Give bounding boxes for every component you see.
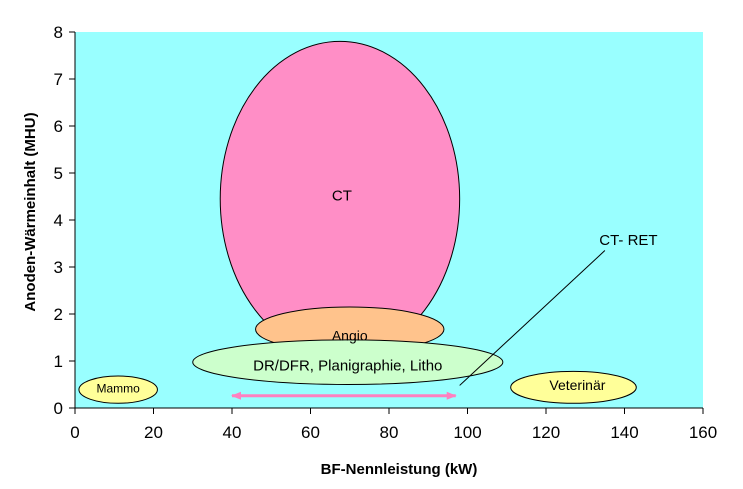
axes [69, 31, 704, 414]
region-angio-label: Angio [332, 327, 368, 343]
y-tick-label: 8 [54, 23, 63, 42]
y-tick-label: 0 [54, 399, 63, 418]
x-tick-label: 80 [380, 423, 399, 442]
x-tick-label: 100 [453, 423, 481, 442]
x-tick-label: 0 [70, 423, 79, 442]
region-mammo-ellipse [78, 375, 158, 404]
y-tick-label: 7 [54, 70, 63, 89]
region-veterin-r-label: Veterinär [549, 377, 605, 393]
x-axis-title: BF-Nennleistung (kW) [321, 461, 478, 478]
region-ct-label: CT [332, 187, 352, 204]
y-tick-label: 4 [54, 211, 63, 230]
y-axis-title: Anoden-Wärmeinhalt (MHU) [22, 112, 39, 311]
x-tick-label: 140 [610, 423, 638, 442]
y-tick-label: 1 [54, 352, 63, 371]
x-tick-label: 60 [301, 423, 320, 442]
region-veterin-r-ellipse [510, 370, 637, 404]
x-tick-label: 20 [144, 423, 163, 442]
annotation-ct-ret-leader-line [459, 250, 606, 386]
y-tick-label: 6 [54, 117, 63, 136]
region-dr-dfr-planigraphie-litho-ellipse [192, 339, 504, 385]
annotation-ct-ret-label: CT- RET [599, 232, 657, 249]
regions: CT Angio DR/DFR, Planigraphie, Litho Mammo V… [78, 40, 637, 404]
tick-labels: 0 20 40 60 80 100 120 140 160 0 1 2 3 4 5 6 7 8 [54, 23, 718, 442]
region-dr-dfr-planigraphie-litho-label: DR/DFR, Planigraphie, Litho [253, 358, 442, 375]
x-tick-label: 120 [532, 423, 560, 442]
region-mammo-label: Mammo [97, 381, 141, 395]
y-tick-label: 2 [54, 305, 63, 324]
annotations: CT- RET [231, 232, 658, 400]
y-tick-label: 5 [54, 164, 63, 183]
x-tick-label: 160 [689, 423, 717, 442]
x-tick-label: 40 [223, 423, 242, 442]
y-tick-label: 3 [54, 258, 63, 277]
